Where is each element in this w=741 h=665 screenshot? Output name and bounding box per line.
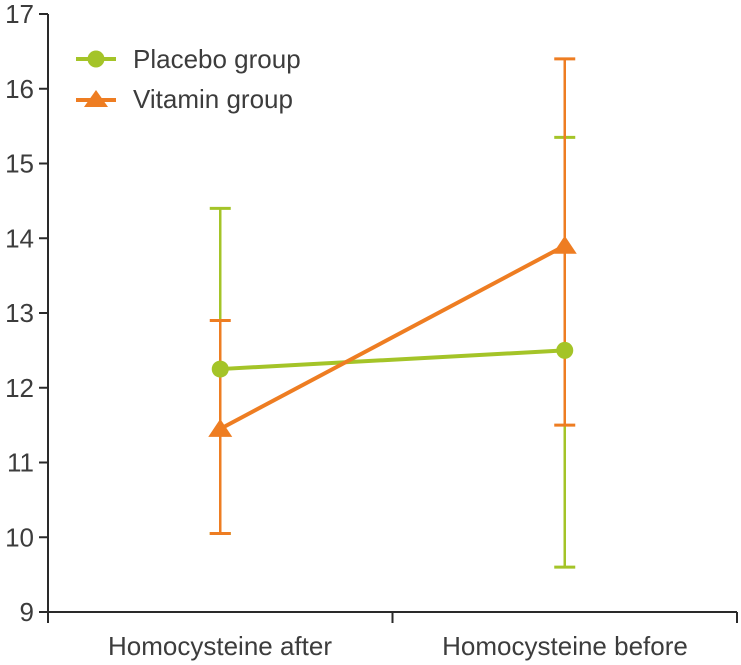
y-tick-label: 16 bbox=[5, 74, 34, 104]
marker-1-0 bbox=[208, 418, 233, 437]
legend: Placebo group Vitamin group bbox=[75, 39, 301, 119]
placebo-marker-icon bbox=[76, 50, 116, 68]
marker-0-0 bbox=[211, 360, 229, 378]
legend-item-vitamin: Vitamin group bbox=[75, 79, 301, 119]
y-tick-label: 13 bbox=[5, 298, 34, 328]
y-tick-label: 15 bbox=[5, 149, 34, 179]
y-tick-label: 10 bbox=[5, 522, 34, 552]
legend-label-placebo: Placebo group bbox=[133, 44, 301, 74]
marker-0-1 bbox=[556, 341, 574, 359]
y-tick-label: 9 bbox=[20, 597, 34, 627]
series-line-1 bbox=[219, 243, 566, 431]
marker-1-1 bbox=[552, 235, 577, 254]
legend-item-placebo: Placebo group bbox=[75, 39, 301, 79]
x-axis-label-after: Homocysteine after bbox=[108, 631, 332, 661]
series-line-0 bbox=[220, 348, 565, 372]
y-tick-label: 17 bbox=[5, 0, 34, 29]
y-tick-label: 12 bbox=[5, 373, 34, 403]
y-tick-label: 14 bbox=[5, 223, 34, 253]
y-tick-label: 11 bbox=[7, 448, 34, 478]
legend-label-vitamin: Vitamin group bbox=[133, 84, 293, 114]
x-axis-label-before: Homocysteine before bbox=[442, 631, 688, 661]
vitamin-marker-icon bbox=[76, 90, 116, 107]
